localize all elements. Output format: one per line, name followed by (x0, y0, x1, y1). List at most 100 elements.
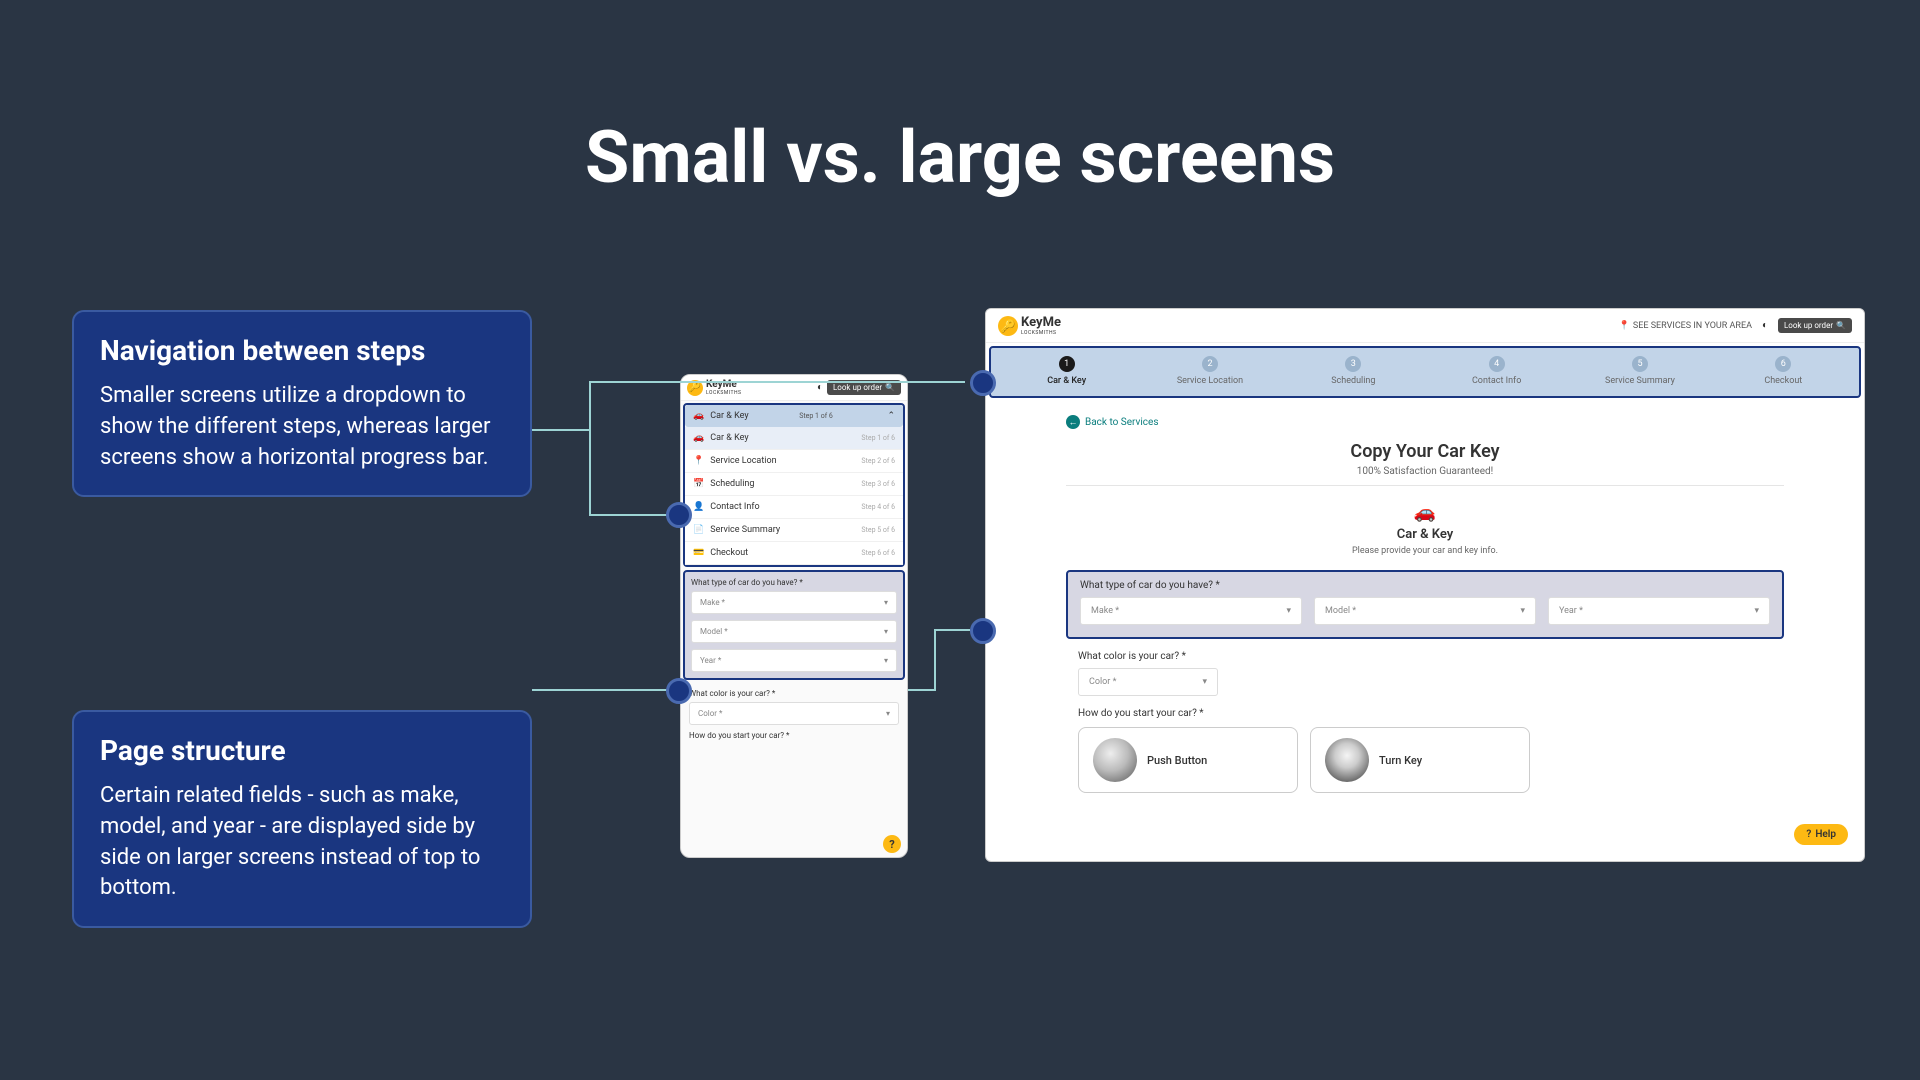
dropdown-item[interactable]: 📅 Scheduling Step 3 of 6 (685, 473, 903, 496)
color-select[interactable]: Color * ▾ (689, 702, 899, 725)
chevron-down-icon: ▾ (884, 598, 888, 607)
summary-icon: 📄 (693, 525, 704, 535)
mobile-step-dropdown[interactable]: 🚗 Car & Key Step 1 of 6 ⌃ 🚗 Car & Key St… (683, 403, 905, 567)
lookup-order-button[interactable]: Look up order 🔍 (827, 380, 901, 395)
lookup-order-button[interactable]: Look up order 🔍 (1778, 318, 1852, 333)
progress-step[interactable]: 2 Service Location (1138, 356, 1281, 386)
back-link[interactable]: ← Back to Services (1066, 415, 1784, 429)
color-select[interactable]: Color * ▾ (1078, 668, 1218, 696)
select-placeholder: Year * (700, 656, 721, 665)
desktop-header: 🔑 KeyMe LOCKSMITHS 📍 SEE SERVICES IN YOU… (986, 309, 1864, 343)
item-step: Step 2 of 6 (861, 457, 895, 465)
lookup-label: Look up order (833, 383, 882, 392)
card-icon: 💳 (693, 548, 704, 558)
step-label: Service Location (1138, 376, 1281, 386)
step-number: 6 (1775, 356, 1791, 372)
item-label: Checkout (710, 548, 748, 558)
step-label: Checkout (1712, 376, 1855, 386)
dropdown-item[interactable]: 💳 Checkout Step 6 of 6 (685, 542, 903, 565)
highlight-dot (970, 370, 996, 396)
highlight-dot (666, 502, 692, 528)
progress-bar: 1 Car & Key 2 Service Location 3 Schedul… (989, 346, 1861, 398)
callout-body: Smaller screens utilize a dropdown to sh… (100, 381, 504, 473)
logo-icon: 🔑 (687, 380, 703, 396)
section-subtitle: Please provide your car and key info. (1066, 546, 1784, 556)
step-label: Contact Info (1425, 376, 1568, 386)
help-label: Help (1815, 829, 1836, 840)
contact-icon: 👤 (693, 502, 704, 512)
theme-toggle-icon[interactable]: ◐ (1762, 320, 1768, 331)
step-number: 5 (1632, 356, 1648, 372)
step-number: 4 (1489, 356, 1505, 372)
car-icon: 🚗 (1066, 502, 1784, 523)
help-button[interactable]: ? (883, 835, 901, 853)
area-label: SEE SERVICES IN YOUR AREA (1633, 321, 1752, 331)
callout-navigation: Navigation between steps Smaller screens… (72, 310, 532, 497)
divider (1066, 485, 1784, 486)
push-button-image (1093, 738, 1137, 782)
item-label: Service Summary (710, 525, 780, 535)
field-label: What color is your car? * (689, 689, 899, 698)
option-label: Turn Key (1379, 754, 1422, 767)
progress-step[interactable]: 4 Contact Info (1425, 356, 1568, 386)
progress-step[interactable]: 1 Car & Key (995, 356, 1138, 386)
progress-step[interactable]: 5 Service Summary (1568, 356, 1711, 386)
callout-structure: Page structure Certain related fields - … (72, 710, 532, 928)
item-step: Step 6 of 6 (861, 549, 895, 557)
help-button[interactable]: ? Help (1794, 824, 1848, 845)
step-label: Service Summary (1568, 376, 1711, 386)
callout-body: Certain related fields - such as make, m… (100, 781, 504, 904)
chevron-down-icon: ▾ (884, 627, 888, 636)
area-link[interactable]: 📍 SEE SERVICES IN YOUR AREA (1619, 321, 1752, 331)
make-select[interactable]: Make * ▾ (1080, 597, 1302, 625)
step-label: Car & Key (995, 376, 1138, 386)
step-number: 2 (1202, 356, 1218, 372)
select-placeholder: Color * (1089, 677, 1116, 687)
year-select[interactable]: Year * ▾ (1548, 597, 1770, 625)
turn-key-option[interactable]: Turn Key (1310, 727, 1530, 793)
item-step: Step 3 of 6 (861, 480, 895, 488)
logo-subtitle: LOCKSMITHS (1021, 330, 1061, 336)
dropdown-selected[interactable]: 🚗 Car & Key Step 1 of 6 ⌃ (685, 405, 903, 427)
calendar-icon: 📅 (693, 479, 704, 489)
select-placeholder: Color * (698, 709, 722, 718)
select-placeholder: Year * (1559, 606, 1583, 616)
item-step: Step 4 of 6 (861, 503, 895, 511)
mobile-header: 🔑 KeyMe LOCKSMITHS ◐ Look up order 🔍 (681, 375, 907, 401)
step-number: 3 (1345, 356, 1361, 372)
model-select[interactable]: Model * ▾ (691, 620, 897, 643)
select-placeholder: Model * (1325, 606, 1356, 616)
year-select[interactable]: Year * ▾ (691, 649, 897, 672)
model-select[interactable]: Model * ▾ (1314, 597, 1536, 625)
item-label: Car & Key (710, 433, 748, 443)
dropdown-item[interactable]: 📍 Service Location Step 2 of 6 (685, 450, 903, 473)
item-step: Step 1 of 6 (861, 434, 895, 442)
desktop-screenshot: 🔑 KeyMe LOCKSMITHS 📍 SEE SERVICES IN YOU… (985, 308, 1865, 862)
back-arrow-icon: ← (1066, 415, 1080, 429)
selected-step-label: Car & Key (710, 411, 748, 421)
page-subheading: 100% Satisfaction Guaranteed! (1066, 466, 1784, 477)
logo-subtitle: LOCKSMITHS (706, 390, 742, 396)
progress-step[interactable]: 6 Checkout (1712, 356, 1855, 386)
push-button-option[interactable]: Push Button (1078, 727, 1298, 793)
mobile-remaining-form: What color is your car? * Color * ▾ How … (681, 683, 907, 750)
select-placeholder: Model * (700, 627, 728, 636)
item-label: Service Location (710, 456, 776, 466)
dropdown-item[interactable]: 🚗 Car & Key Step 1 of 6 (685, 427, 903, 450)
callout-title: Navigation between steps (100, 334, 504, 367)
progress-step[interactable]: 3 Scheduling (1282, 356, 1425, 386)
dropdown-item[interactable]: 📄 Service Summary Step 5 of 6 (685, 519, 903, 542)
field-label: How do you start your car? * (689, 731, 899, 740)
logo-text: KeyMe (1021, 315, 1061, 330)
dropdown-item[interactable]: 👤 Contact Info Step 4 of 6 (685, 496, 903, 519)
theme-toggle-icon[interactable]: ◐ (817, 382, 823, 393)
chevron-down-icon: ▾ (884, 656, 888, 665)
option-label: Push Button (1147, 754, 1207, 767)
field-label: What color is your car? * (1078, 651, 1772, 662)
desktop-body: ← Back to Services Copy Your Car Key 100… (986, 401, 1864, 807)
field-label: How do you start your car? * (1078, 708, 1772, 719)
make-select[interactable]: Make * ▾ (691, 591, 897, 614)
pin-icon: 📍 (693, 456, 704, 466)
item-label: Scheduling (710, 479, 754, 489)
item-label: Contact Info (710, 502, 759, 512)
